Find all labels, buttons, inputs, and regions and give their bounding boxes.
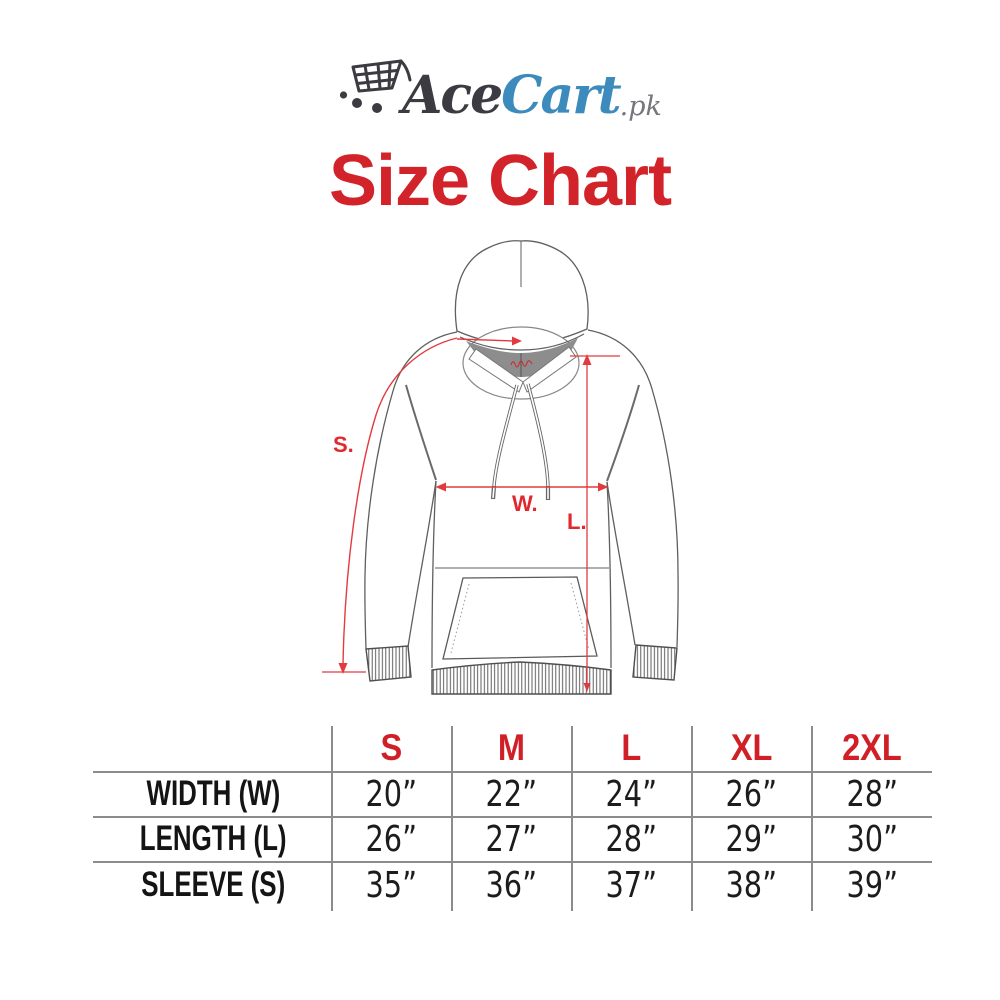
hoodie-hem-ribbing bbox=[431, 661, 612, 695]
shopping-cart-icon bbox=[339, 59, 412, 113]
column-header-m: M bbox=[497, 727, 526, 768]
measurement-length bbox=[570, 354, 620, 692]
hoodie-cuff-left bbox=[365, 645, 412, 682]
hoodie-brand-mark bbox=[510, 360, 533, 368]
column-header-l: L bbox=[621, 727, 642, 768]
hoodie-sleeve-left bbox=[364, 331, 458, 650]
brand-logo: Ace Cart .pk bbox=[0, 42, 1000, 122]
brand-name-cart: Cart bbox=[501, 65, 621, 126]
measurement-hood-arrow bbox=[456, 336, 522, 346]
hoodie-collar-lapel-right bbox=[522, 346, 577, 393]
measurement-sleeve bbox=[322, 337, 458, 674]
cell-sleeve-l: 37” bbox=[605, 864, 658, 906]
hoodie-measurement-diagram: S. W. L. bbox=[322, 240, 679, 695]
brand-domain-suffix: .pk bbox=[619, 91, 662, 122]
cell-sleeve-m: 36” bbox=[485, 864, 538, 906]
length-measure-label: L. bbox=[567, 509, 587, 534]
hoodie-drawstring-right bbox=[526, 383, 551, 500]
row-label-width: WIDTH (W) bbox=[146, 774, 280, 813]
hoodie-drawstring-left bbox=[490, 384, 519, 500]
cell-length-2xl: 30” bbox=[846, 818, 898, 860]
hoodie-hood bbox=[454, 240, 589, 400]
page-title: Size Chart bbox=[328, 141, 672, 221]
brand-name-ace: Ace bbox=[402, 65, 503, 126]
cell-width-2xl: 28” bbox=[846, 773, 898, 815]
cell-length-s: 26” bbox=[365, 818, 418, 860]
cell-sleeve-2xl: 39” bbox=[846, 864, 898, 906]
hoodie-sleeve-right bbox=[587, 329, 679, 648]
cell-length-xl: 29” bbox=[725, 818, 778, 860]
cell-sleeve-xl: 38” bbox=[725, 864, 778, 906]
table-rule-vertical bbox=[451, 726, 453, 911]
table-rule-vertical bbox=[691, 726, 693, 911]
hoodie-collar-lapel-left bbox=[468, 348, 524, 393]
table-rule-vertical bbox=[811, 726, 813, 911]
hoodie-cuff-right bbox=[632, 644, 678, 681]
cell-width-s: 20” bbox=[365, 773, 418, 815]
column-header-2xl: 2XL bbox=[842, 727, 902, 768]
table-rule-horizontal bbox=[93, 771, 932, 773]
row-label-length: LENGTH (L) bbox=[139, 819, 287, 858]
cell-sleeve-s: 35” bbox=[365, 864, 418, 906]
width-measure-label: W. bbox=[512, 491, 538, 516]
cell-length-l: 28” bbox=[605, 818, 658, 860]
table-rule-horizontal bbox=[93, 861, 932, 863]
row-label-sleeve: SLEEVE (S) bbox=[141, 865, 285, 904]
column-header-xl: XL bbox=[730, 727, 773, 768]
sleeve-measure-label: S. bbox=[333, 432, 354, 457]
hoodie-body bbox=[431, 480, 612, 669]
cell-width-m: 22” bbox=[485, 773, 538, 815]
hoodie-kangaroo-pocket bbox=[442, 576, 598, 660]
table-rule-vertical bbox=[571, 726, 573, 911]
table-rule-horizontal bbox=[93, 816, 932, 818]
cell-width-l: 24” bbox=[605, 773, 658, 815]
cell-length-m: 27” bbox=[485, 818, 538, 860]
cell-width-xl: 26” bbox=[725, 773, 778, 815]
measurement-width bbox=[435, 482, 609, 492]
table-rule-vertical bbox=[331, 726, 333, 911]
column-header-s: S bbox=[380, 727, 403, 768]
